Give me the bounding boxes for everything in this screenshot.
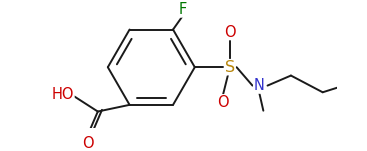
Text: HO: HO [51, 87, 74, 102]
Text: O: O [82, 136, 94, 151]
Text: F: F [179, 2, 187, 17]
Text: N: N [254, 78, 265, 93]
Text: O: O [217, 95, 229, 110]
Text: O: O [224, 25, 236, 40]
Text: S: S [225, 60, 235, 75]
